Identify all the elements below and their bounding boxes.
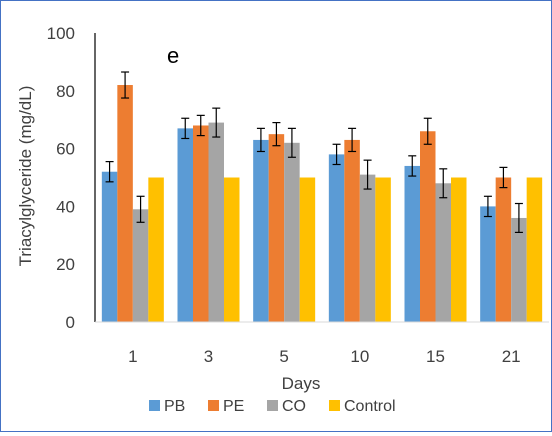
bar-co <box>511 217 527 322</box>
bars <box>101 71 543 323</box>
legend-swatch-pe <box>208 400 219 411</box>
x-axis: 1 3 5 10 15 21 <box>95 321 549 366</box>
legend-swatch-control <box>329 400 340 411</box>
y-tick-label: 100 <box>47 24 75 43</box>
bar-co <box>284 142 300 322</box>
y-tick-label: 40 <box>56 197 75 216</box>
bar-control <box>299 177 316 322</box>
x-tick-label: 15 <box>426 347 445 366</box>
bar-co <box>208 122 224 322</box>
bar-control <box>148 177 164 322</box>
bar-pe <box>344 139 360 322</box>
bar-control <box>375 177 391 322</box>
legend-label-pe: PE <box>223 398 244 415</box>
x-tick-label: 5 <box>279 347 288 366</box>
bar-pb <box>253 139 269 322</box>
y-tick-label: 60 <box>56 140 75 159</box>
bar-pb <box>328 154 345 322</box>
x-tick-label: 1 <box>128 347 137 366</box>
bar-pb <box>101 171 118 322</box>
bar-pe <box>268 134 285 322</box>
bar-co <box>359 174 376 322</box>
legend-swatch-co <box>267 400 278 411</box>
bar-pe <box>193 125 209 322</box>
y-axis: 0 20 40 60 80 100 <box>47 24 96 332</box>
x-axis-title: Days <box>282 374 321 393</box>
y-tick-label: 20 <box>56 255 75 274</box>
bar-control <box>224 177 240 322</box>
bar-pe <box>117 85 133 323</box>
bar-co <box>132 209 149 322</box>
legend-label-co: CO <box>282 398 306 415</box>
legend-swatch-pb <box>149 400 160 411</box>
y-axis-title: Triacylglyceride (mg/dL) <box>16 86 35 267</box>
x-tick-label: 3 <box>204 347 213 366</box>
panel-label: e <box>167 43 179 68</box>
legend-label-control: Control <box>344 398 396 415</box>
bar-pb <box>177 128 193 322</box>
y-tick-label: 0 <box>66 313 75 332</box>
bar-pe <box>420 131 436 322</box>
x-tick-label: 10 <box>350 347 369 366</box>
bar-pe <box>495 177 512 322</box>
y-tick-label: 80 <box>56 82 75 101</box>
legend-label-pb: PB <box>164 398 185 415</box>
bar-pb <box>404 165 420 322</box>
legend: PB PE CO Control <box>149 398 396 415</box>
x-tick-label: 21 <box>502 347 521 366</box>
bar-control <box>451 177 467 322</box>
bar-pb <box>480 206 496 322</box>
bar-control <box>526 177 543 322</box>
bar-co <box>435 183 451 322</box>
